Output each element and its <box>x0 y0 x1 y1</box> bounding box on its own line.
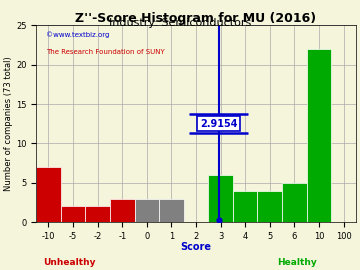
Bar <box>85 207 110 222</box>
Text: Unhealthy: Unhealthy <box>43 258 96 267</box>
Bar <box>282 183 307 222</box>
Bar <box>233 191 257 222</box>
Title: Z''-Score Histogram for MU (2016): Z''-Score Histogram for MU (2016) <box>76 12 316 25</box>
Bar <box>257 191 282 222</box>
Text: The Research Foundation of SUNY: The Research Foundation of SUNY <box>46 49 165 55</box>
Text: Industry: Semiconductors: Industry: Semiconductors <box>109 18 251 28</box>
Text: 2.9154: 2.9154 <box>200 119 237 129</box>
X-axis label: Score: Score <box>180 242 212 252</box>
Bar <box>208 175 233 222</box>
Text: ©www.textbiz.org: ©www.textbiz.org <box>46 31 109 38</box>
Bar <box>110 199 135 222</box>
Bar <box>159 199 184 222</box>
Bar <box>61 207 85 222</box>
Y-axis label: Number of companies (73 total): Number of companies (73 total) <box>4 56 13 191</box>
Bar <box>36 167 61 222</box>
Bar <box>307 49 331 222</box>
Bar <box>135 199 159 222</box>
Text: Healthy: Healthy <box>277 258 317 267</box>
